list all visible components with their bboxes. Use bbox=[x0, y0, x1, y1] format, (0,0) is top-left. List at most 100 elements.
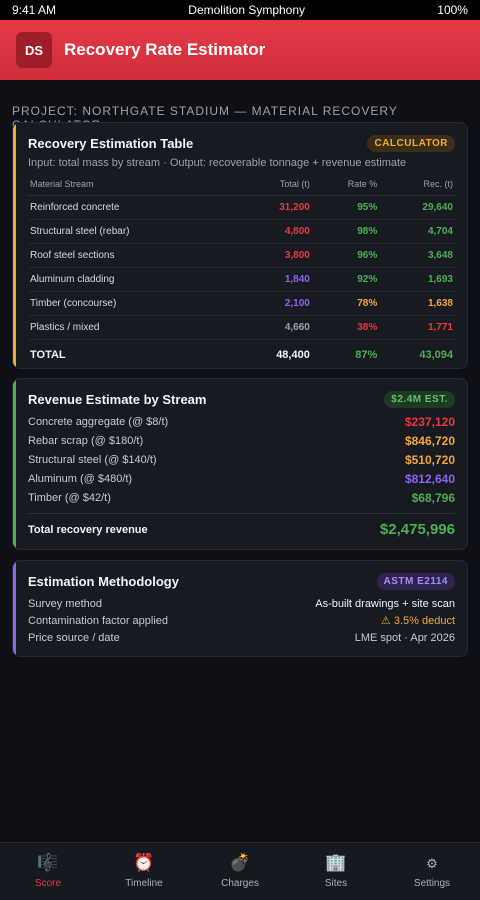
table-row: Roof steel sections 3,800 96% 3,648 bbox=[28, 243, 455, 268]
methodology-value: As-built drawings + site scan bbox=[315, 597, 455, 610]
bomb-icon: 💣 bbox=[229, 853, 251, 872]
gear-icon: ⚙ bbox=[426, 855, 438, 871]
total-cell: 31,200 bbox=[236, 195, 312, 220]
total-recovered-cell: 43,094 bbox=[419, 349, 453, 361]
recovered-cell: 29,640 bbox=[379, 195, 455, 220]
stream-cell: Roof steel sections bbox=[28, 243, 237, 268]
col-header-recovered: Rec. (t) bbox=[379, 179, 455, 196]
total-cell: 4,800 bbox=[236, 219, 312, 244]
revenue-row: Aluminum (@ $480/t) $812,640 bbox=[28, 469, 455, 488]
revenue-badge: $2.4M EST. bbox=[384, 391, 455, 408]
alarm-clock-icon: ⏰ bbox=[133, 853, 155, 872]
tab-label: Sites bbox=[324, 878, 348, 889]
table-row: Plastics / mixed 4,660 38% 1,771 bbox=[28, 315, 455, 340]
recovered-cell: 1,771 bbox=[379, 315, 455, 340]
card-title: Recovery Estimation Table bbox=[28, 136, 194, 151]
rate-cell: 98% bbox=[311, 219, 380, 244]
total-cell: 1,840 bbox=[236, 267, 312, 292]
tab-settings[interactable]: ⚙ Settings bbox=[384, 843, 480, 900]
rate-cell: 92% bbox=[311, 267, 380, 292]
card-accent-bar bbox=[13, 379, 16, 549]
card-accent-bar bbox=[13, 561, 16, 656]
revenue-value: $68,796 bbox=[411, 490, 455, 505]
rate-cell: 96% bbox=[311, 243, 380, 268]
methodology-row: Contamination factor applied ⚠ 3.5% deduc… bbox=[28, 612, 455, 629]
stream-cell: Plastics / mixed bbox=[28, 315, 237, 340]
recovery-table: Material Stream Total (t) Rate % Rec. (t… bbox=[28, 179, 455, 367]
tab-timeline[interactable]: ⏰ Timeline bbox=[96, 843, 192, 900]
table-row: Aluminum cladding 1,840 92% 1,693 bbox=[28, 267, 455, 292]
score-icon: 🎼 bbox=[37, 853, 59, 872]
methodology-row: Price source / date LME spot · Apr 2026 bbox=[28, 629, 455, 646]
revenue-label: Timber (@ $42/t) bbox=[28, 491, 111, 504]
building-icon: 🏢 bbox=[325, 853, 347, 872]
revenue-value: $812,640 bbox=[404, 471, 455, 486]
revenue-label: Structural steel (@ $140/t) bbox=[28, 453, 157, 466]
revenue-row: Rebar scrap (@ $180/t) $846,720 bbox=[28, 431, 455, 450]
methodology-label: Survey method bbox=[28, 597, 102, 610]
total-cell: 2,100 bbox=[236, 291, 312, 316]
card-title: Revenue Estimate by Stream bbox=[28, 392, 207, 407]
app-title: Recovery Rate Estimator bbox=[64, 40, 266, 59]
table-row: Structural steel (rebar) 4,800 98% 4,704 bbox=[28, 219, 455, 244]
table-row: Timber (concourse) 2,100 78% 1,638 bbox=[28, 291, 455, 316]
col-header-stream: Material Stream bbox=[28, 179, 237, 196]
avg-rate-cell: 87% bbox=[355, 349, 378, 361]
app-logo: DS bbox=[16, 32, 52, 68]
methodology-label: Price source / date bbox=[28, 631, 120, 644]
total-cell: 4,660 bbox=[236, 315, 312, 340]
tab-sites[interactable]: 🏢 Sites bbox=[288, 843, 384, 900]
stream-cell: Reinforced concrete bbox=[28, 195, 237, 220]
methodology-row: Survey method As-built drawings + site sc… bbox=[28, 595, 455, 612]
revenue-total-value: $2,475,996 bbox=[379, 521, 455, 538]
stream-cell: Aluminum cladding bbox=[28, 267, 237, 292]
card-accent-bar bbox=[13, 123, 16, 368]
revenue-value: $846,720 bbox=[404, 433, 455, 448]
recovery-table-card: Recovery Estimation Table CALCULATOR Inp… bbox=[12, 122, 468, 369]
rate-cell: 95% bbox=[311, 195, 380, 220]
card-title: Estimation Methodology bbox=[28, 574, 179, 589]
recovered-cell: 1,638 bbox=[379, 291, 455, 316]
total-label-cell: TOTAL bbox=[30, 349, 66, 361]
methodology-value: ⚠ 3.5% deduct bbox=[380, 615, 455, 627]
rate-cell: 78% bbox=[311, 291, 380, 316]
status-bar: 9:41 AM Demolition Symphony 100% bbox=[0, 0, 480, 20]
tab-label: Timeline bbox=[125, 878, 163, 889]
tab-charges[interactable]: 💣 Charges bbox=[192, 843, 288, 900]
revenue-card: Revenue Estimate by Stream $2.4M EST. Co… bbox=[12, 378, 468, 550]
revenue-row: Structural steel (@ $140/t) $510,720 bbox=[28, 450, 455, 469]
status-title: Demolition Symphony bbox=[188, 3, 306, 17]
revenue-row: Timber (@ $42/t) $68,796 bbox=[28, 488, 455, 507]
tab-label: Score bbox=[34, 878, 62, 889]
tab-label: Settings bbox=[413, 877, 451, 889]
app-header: DS Recovery Rate Estimator bbox=[0, 20, 480, 80]
calculator-badge: CALCULATOR bbox=[367, 135, 455, 152]
table-total-row: TOTAL 48,400 87% 43,094 bbox=[28, 340, 455, 368]
grand-total-cell: 48,400 bbox=[276, 349, 310, 361]
methodology-card: Estimation Methodology ASTM E2114 Survey… bbox=[12, 560, 468, 657]
total-cell: 3,800 bbox=[236, 243, 312, 268]
methodology-label: Contamination factor applied bbox=[28, 614, 169, 627]
revenue-value: $237,120 bbox=[404, 414, 455, 429]
revenue-value: $510,720 bbox=[404, 452, 455, 467]
revenue-row: Concrete aggregate (@ $8/t) $237,120 bbox=[28, 412, 455, 431]
table-header-row: Material Stream Total (t) Rate % Rec. (t… bbox=[28, 179, 455, 196]
revenue-label: Concrete aggregate (@ $8/t) bbox=[28, 415, 169, 428]
table-row: Reinforced concrete 31,200 95% 29,640 bbox=[28, 195, 455, 220]
status-time: 9:41 AM bbox=[12, 3, 57, 17]
tab-label: Charges bbox=[221, 878, 259, 889]
revenue-total-label: Total recovery revenue bbox=[28, 523, 148, 536]
col-header-rate: Rate % bbox=[311, 179, 380, 196]
stream-cell: Timber (concourse) bbox=[28, 291, 237, 316]
recovered-cell: 4,704 bbox=[379, 219, 455, 244]
bottom-tab-bar: 🎼 Score ⏰ Timeline 💣 Charges 🏢 Sites ⚙ Settings bbox=[0, 842, 480, 900]
recovered-cell: 3,648 bbox=[379, 243, 455, 268]
card-subtitle: Input: total mass by stream · Output: re… bbox=[28, 157, 407, 169]
tab-score[interactable]: 🎼 Score bbox=[0, 843, 96, 900]
recovered-cell: 1,693 bbox=[379, 267, 455, 292]
rate-cell: 38% bbox=[311, 315, 380, 340]
col-header-total: Total (t) bbox=[236, 179, 312, 196]
methodology-value: LME spot · Apr 2026 bbox=[354, 631, 455, 644]
status-battery: 100% bbox=[437, 3, 468, 17]
revenue-total-row: Total recovery revenue $2,475,996 bbox=[28, 513, 455, 538]
